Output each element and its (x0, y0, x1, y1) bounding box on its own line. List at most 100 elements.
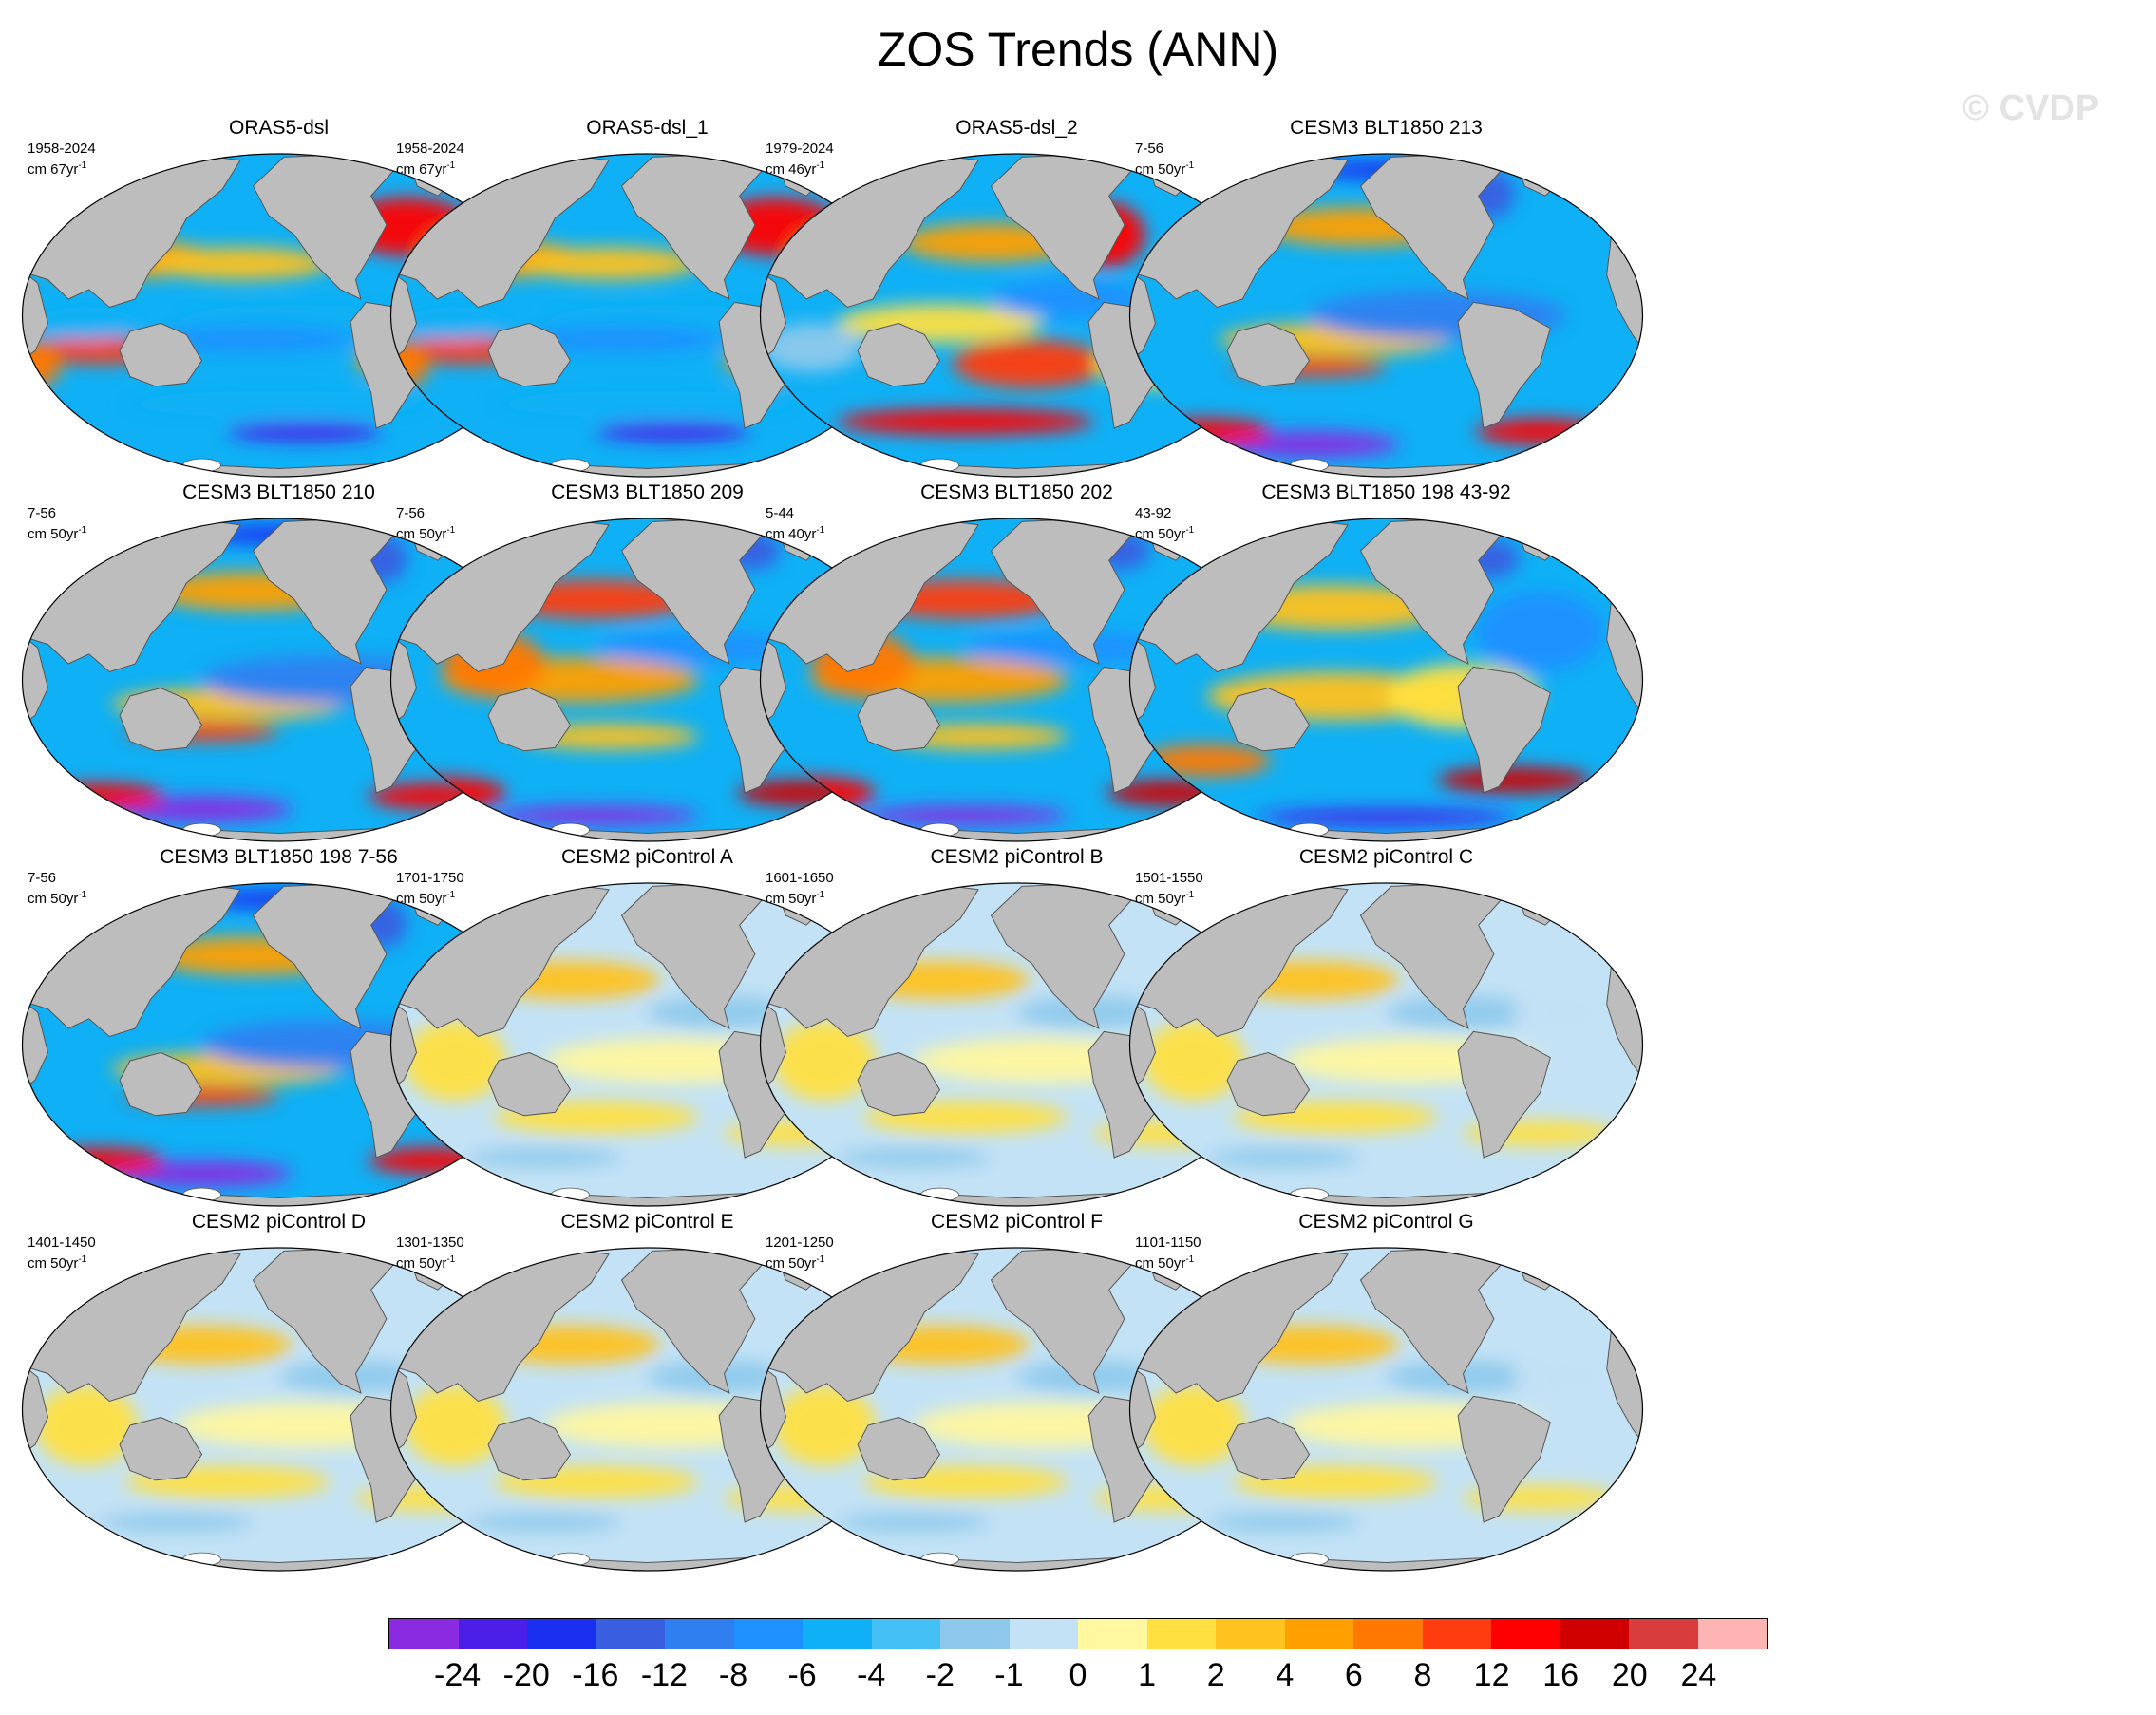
colorbar-swatch (1146, 1619, 1216, 1649)
colorbar (388, 1618, 1768, 1649)
units-text: cm 50yr (396, 526, 447, 542)
map-border (1128, 1247, 1644, 1572)
units-exponent: -1 (78, 890, 87, 900)
panel-units: cm 50yr-1 (766, 887, 824, 908)
landmass-n_america (990, 1248, 1133, 1394)
landmass-australia (119, 687, 203, 752)
colorbar-swatch (1216, 1619, 1285, 1649)
landmass-australia (857, 1051, 941, 1117)
trend-anomaly (1143, 1020, 1245, 1102)
panel-title: CESM2 piControl A (561, 846, 733, 868)
landmass-australia (857, 322, 941, 387)
map-panel: CESM2 piControl C 1501-1550 cm 50yr-1 (1119, 845, 1654, 1220)
landmass-australia (487, 1416, 572, 1481)
panel-title: CESM3 BLT1850 213 (1290, 117, 1483, 139)
panel-title: CESM2 piControl F (931, 1211, 1103, 1233)
units-text: cm 46yr (766, 161, 817, 178)
units-exponent: -1 (78, 525, 87, 536)
panel-units: cm 50yr-1 (396, 522, 455, 543)
units-exponent: -1 (1185, 160, 1195, 171)
panel-period: 7-56 (28, 870, 57, 886)
landmass-n_america (620, 518, 764, 665)
trend-anomaly (1437, 766, 1592, 793)
colorbar-swatch (1353, 1619, 1423, 1649)
trend-anomaly (1206, 1147, 1361, 1168)
landmass-s_america (1457, 301, 1551, 429)
ice-shelf (1290, 1187, 1329, 1202)
landmass-n_america (1359, 1248, 1503, 1394)
ice-shelf (182, 1187, 221, 1202)
colorbar-tick-label: 24 (1680, 1657, 1717, 1693)
trend-anomaly (390, 339, 429, 388)
trend-anomaly (467, 1512, 622, 1533)
units-exponent: -1 (1185, 525, 1195, 536)
map-border (1128, 518, 1644, 842)
panel-units: cm 46yr-1 (766, 158, 824, 179)
colorbar-swatch (1697, 1619, 1767, 1649)
panel-units: cm 50yr-1 (766, 1252, 824, 1272)
trend-anomaly (773, 1020, 876, 1102)
landmass-n_america (252, 883, 395, 1029)
landmass-n_america (620, 883, 764, 1029)
panel-title: CESM3 BLT1850 202 (920, 481, 1113, 503)
world-map (1128, 1247, 1644, 1572)
landmass-australia (1226, 687, 1311, 752)
ice-shelf (1290, 458, 1329, 473)
landmass-n_america (1359, 883, 1503, 1029)
trend-anomaly (596, 631, 802, 664)
trend-anomaly (1476, 591, 1604, 672)
landmass-s_america (1457, 1030, 1551, 1159)
panel-period: 5-44 (766, 505, 795, 521)
colorbar-tick-label: 8 (1413, 1657, 1432, 1693)
panel-title: CESM2 piControl B (930, 846, 1104, 868)
page-title: ZOS Trends (ANN) (877, 23, 1279, 76)
panel-title: CESM3 BLT1850 198 43-92 (1261, 481, 1511, 503)
panel-units: cm 50yr-1 (28, 522, 86, 543)
trend-anomaly (519, 247, 699, 280)
units-text: cm 50yr (396, 1255, 447, 1272)
units-exponent: -1 (446, 160, 456, 171)
trend-anomaly (404, 307, 506, 340)
trend-anomaly (1514, 1345, 1617, 1409)
units-exponent: -1 (446, 890, 456, 900)
panel-title: CESM2 piControl C (1298, 846, 1474, 868)
units-text: cm 67yr (28, 161, 79, 178)
ice-shelf (551, 1187, 590, 1202)
colorbar-swatch (733, 1619, 803, 1649)
colorbar-tick-label: -2 (925, 1657, 955, 1693)
world-map (1128, 153, 1644, 478)
panel-period: 7-56 (1135, 141, 1164, 157)
panel-title: ORAS5-dsl_2 (955, 117, 1078, 139)
landmass-australia (857, 687, 941, 752)
colorbar-swatch (1009, 1619, 1078, 1649)
trend-anomaly (837, 408, 1094, 435)
map-panel: CESM3 BLT1850 213 7-56 cm 50yr-1 (1119, 116, 1654, 491)
world-map (389, 882, 905, 1207)
map-panel: CESM3 BLT1850 198 43-92 43-92 cm 50yr-1 (1119, 481, 1654, 856)
world-map (1128, 882, 1644, 1207)
map-panel: CESM2 piControl G 1101-1150 cm 50yr-1 (1119, 1210, 1654, 1585)
colorbar-swatch (1284, 1619, 1353, 1649)
trend-anomaly (1143, 418, 1271, 444)
units-exponent: -1 (1185, 890, 1195, 900)
panel-period: 1701-1750 (396, 870, 464, 886)
panel-period: 1958-2024 (28, 141, 96, 157)
panel-title: CESM2 piControl D (191, 1211, 367, 1233)
panel-units: cm 50yr-1 (1135, 522, 1194, 543)
map-panel: CESM2 piControl B 1601-1650 cm 50yr-1 (749, 845, 1284, 1220)
panel-units: cm 67yr-1 (396, 158, 455, 179)
units-text: cm 50yr (1135, 526, 1186, 542)
ice-shelf (551, 458, 590, 473)
landmass-n_america (620, 154, 764, 300)
landmass-s_america (1457, 1395, 1551, 1523)
panel-period: 1201-1250 (766, 1234, 834, 1251)
ice-shelf (182, 1552, 221, 1567)
colorbar-tick-label: 0 (1069, 1657, 1087, 1693)
landmass-n_america (1359, 154, 1503, 300)
ice-shelf (551, 1552, 590, 1567)
trend-anomaly (519, 326, 725, 353)
panel-period: 1501-1550 (1135, 870, 1203, 886)
units-exponent: -1 (816, 1254, 825, 1265)
landmass-australia (487, 322, 572, 387)
units-text: cm 50yr (766, 1255, 817, 1272)
